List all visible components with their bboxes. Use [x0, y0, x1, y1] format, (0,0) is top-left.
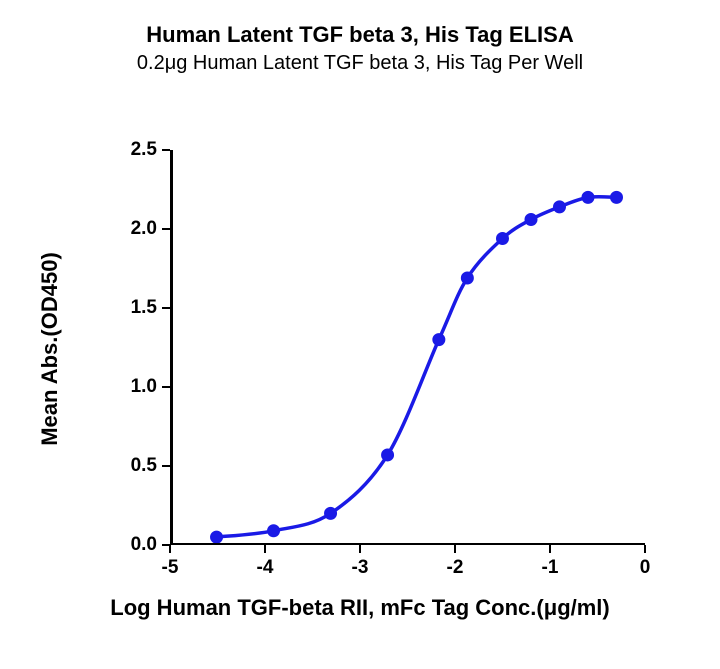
- x-tick-mark: [359, 545, 362, 553]
- chart-subtitle: 0.2μg Human Latent TGF beta 3, His Tag P…: [0, 52, 720, 75]
- data-marker: [497, 232, 509, 244]
- x-tick-label: -4: [245, 557, 285, 579]
- data-marker: [525, 214, 537, 226]
- x-tick-label: -5: [150, 557, 190, 579]
- y-axis-line: [170, 150, 173, 545]
- y-tick-label: 0.0: [107, 534, 157, 556]
- y-tick-mark: [162, 465, 170, 468]
- y-tick-mark: [162, 386, 170, 389]
- data-marker: [582, 191, 594, 203]
- chart-container: Human Latent TGF beta 3, His Tag ELISA 0…: [0, 0, 720, 669]
- y-tick-label: 2.5: [107, 139, 157, 161]
- y-tick-label: 0.5: [107, 455, 157, 477]
- data-marker: [461, 272, 473, 284]
- data-marker: [382, 449, 394, 461]
- y-tick-label: 2.0: [107, 218, 157, 240]
- x-axis-title: Log Human TGF-beta RII, mFc Tag Conc.(μg…: [0, 595, 720, 621]
- plot-area: 0.00.51.01.52.02.5 -5-4-3-2-10: [170, 150, 645, 545]
- data-marker: [554, 201, 566, 213]
- y-axis-title: Mean Abs.(OD450): [37, 249, 63, 449]
- x-axis-line: [170, 543, 645, 546]
- y-tick-label: 1.0: [107, 376, 157, 398]
- x-tick-label: 0: [625, 557, 665, 579]
- data-marker: [433, 334, 445, 346]
- y-tick-mark: [162, 149, 170, 152]
- x-tick-mark: [549, 545, 552, 553]
- x-tick-label: -1: [530, 557, 570, 579]
- y-tick-mark: [162, 228, 170, 231]
- x-tick-label: -2: [435, 557, 475, 579]
- chart-title: Human Latent TGF beta 3, His Tag ELISA: [0, 22, 720, 48]
- series-line: [217, 197, 617, 537]
- data-marker: [211, 531, 223, 543]
- y-tick-mark: [162, 307, 170, 310]
- x-tick-mark: [264, 545, 267, 553]
- data-marker: [268, 525, 280, 537]
- x-tick-mark: [169, 545, 172, 553]
- data-marker: [611, 191, 623, 203]
- x-tick-mark: [454, 545, 457, 553]
- x-tick-label: -3: [340, 557, 380, 579]
- x-tick-mark: [644, 545, 647, 553]
- data-curve: [170, 150, 645, 545]
- data-marker: [325, 507, 337, 519]
- y-tick-label: 1.5: [107, 297, 157, 319]
